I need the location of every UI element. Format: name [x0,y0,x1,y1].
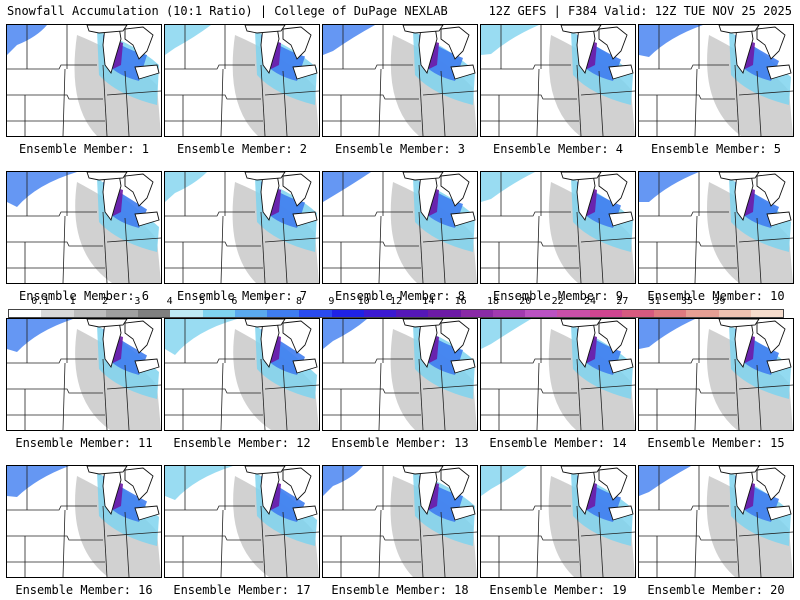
colorbar-swatch [492,310,525,317]
colorbar-tick-label: 31 [648,296,661,307]
ensemble-member-18-map [322,465,478,578]
colorbar-tick-label: 27 [616,296,629,307]
colorbar-swatch [557,310,590,317]
colorbar-swatch [73,310,106,317]
colorbar-swatch [9,310,42,317]
ensemble-member-label: Ensemble Member: 7 [176,289,308,303]
ensemble-member-1-map [6,24,162,137]
ensemble-member-label: Ensemble Member: 16 [15,583,153,597]
colorbar-swatch [138,310,171,317]
colorbar-swatch [589,310,622,317]
colorbar-swatch [267,310,300,317]
colorbar-tick-label: 24 [583,296,597,307]
colorbar-swatch [525,310,558,317]
ensemble-member-label: Ensemble Member: 1 [18,142,150,156]
chart-title: Snowfall Accumulation (10:1 Ratio) | Col… [7,4,448,18]
ensemble-member-8-map [322,171,478,284]
ensemble-member-7-map [164,171,320,284]
colorbar-tick-label: 5 [198,296,206,307]
colorbar-swatch [654,310,687,317]
ensemble-member-label: Ensemble Member: 2 [176,142,308,156]
colorbar-swatch [41,310,74,317]
ensemble-member-label: Ensemble Member: 14 [489,436,627,450]
colorbar-swatch [202,310,235,317]
ensemble-member-11-map [6,318,162,431]
ensemble-member-20-map [638,465,794,578]
ensemble-member-label: Ensemble Member: 6 [18,289,150,303]
colorbar-swatch [363,310,396,317]
colorbar-tick-label: 20 [519,296,532,307]
ensemble-member-16-map [6,465,162,578]
colorbar: 0.1 1 2 3 4 5 6 7 8 9 10 12 14 16 18 20 22 24 27 31 35 39 [8,296,784,320]
colorbar-tick-label: 6 [231,296,238,307]
colorbar-tick-label: 7 [263,296,270,307]
ensemble-member-label: Ensemble Member: 4 [492,142,624,156]
colorbar-tick-label: 18 [486,296,500,307]
colorbar-swatch [170,310,203,317]
colorbar-tick-label: 3 [134,296,141,307]
colorbar-swatch [428,310,461,317]
colorbar-swatches [8,309,784,318]
colorbar-swatch [299,310,332,317]
ensemble-member-label: Ensemble Member: 18 [331,583,469,597]
ensemble-member-6-map [6,171,162,284]
ensemble-member-label: Ensemble Member: 5 [650,142,782,156]
colorbar-tick-label: 35 [680,296,694,307]
colorbar-swatch [234,310,267,317]
colorbar-tick-label: 22 [551,296,564,307]
ensemble-member-3-map [322,24,478,137]
colorbar-swatch [396,310,429,317]
ensemble-member-label: Ensemble Member: 15 [647,436,785,450]
colorbar-tick-label: 0.1 [31,296,50,307]
ensemble-member-label: Ensemble Member: 17 [173,583,311,597]
ensemble-member-13-map [322,318,478,431]
ensemble-member-label: Ensemble Member: 20 [647,583,785,597]
ensemble-member-14-map [480,318,636,431]
colorbar-tick-label: 10 [357,296,370,307]
colorbar-tick-label: 4 [166,296,173,307]
colorbar-swatch [105,310,138,317]
ensemble-member-19-map [480,465,636,578]
colorbar-swatch [686,310,719,317]
ensemble-member-label: Ensemble Member: 8 [334,289,466,303]
ensemble-member-10-map [638,171,794,284]
ensemble-member-label: Ensemble Member: 10 [647,289,785,303]
colorbar-swatch [331,310,364,317]
ensemble-member-5-map [638,24,794,137]
ensemble-member-label: Ensemble Member: 19 [489,583,627,597]
colorbar-swatch [750,310,783,317]
colorbar-tick-label: 16 [454,296,467,307]
ensemble-member-17-map [164,465,320,578]
valid-time: 12Z GEFS | F384 Valid: 12Z TUE NOV 25 20… [488,4,792,18]
colorbar-tick-label: 2 [101,296,109,307]
ensemble-member-label: Ensemble Member: 9 [492,289,624,303]
ensemble-member-label: Ensemble Member: 3 [334,142,466,156]
colorbar-swatch [621,310,654,317]
colorbar-tick-label: 12 [389,296,403,307]
ensemble-member-label: Ensemble Member: 13 [331,436,469,450]
colorbar-tick-label: 14 [422,296,435,307]
colorbar-tick-label: 8 [295,296,303,307]
colorbar-tick-label: 9 [328,296,335,307]
ensemble-member-12-map [164,318,320,431]
ensemble-member-label: Ensemble Member: 11 [15,436,153,450]
colorbar-swatch [718,310,751,317]
colorbar-tick-label: 39 [713,296,726,307]
ensemble-member-label: Ensemble Member: 12 [173,436,311,450]
ensemble-member-9-map [480,171,636,284]
colorbar-swatch [460,310,493,317]
ensemble-member-2-map [164,24,320,137]
colorbar-tick-label: 1 [69,296,76,307]
ensemble-member-4-map [480,24,636,137]
ensemble-member-15-map [638,318,794,431]
